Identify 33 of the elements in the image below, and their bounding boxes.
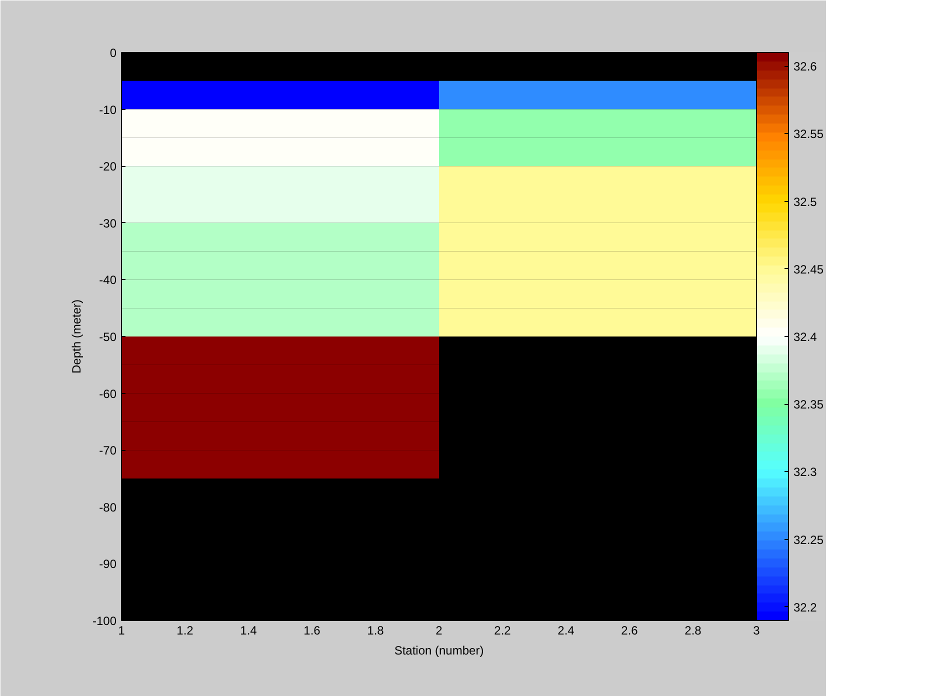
- x-tick-label: 3: [753, 624, 760, 638]
- color-bar-label: 32.55: [794, 127, 824, 142]
- x-tick-label: 1.8: [367, 624, 384, 638]
- x-axis-title: Station (number): [394, 644, 484, 658]
- color-bar-label: 32.3: [794, 465, 818, 480]
- color-bar-label: 32.5: [794, 194, 818, 209]
- y-tick-label: -100: [92, 614, 117, 628]
- x-tick-label: 2: [436, 624, 443, 638]
- color-bar-label: 32.45: [794, 262, 824, 276]
- x-tick-label: 2.6: [621, 624, 638, 638]
- x-tick-label: 1: [118, 624, 126, 638]
- y-tick-label: -90: [99, 557, 117, 572]
- color-bar-label: 32.25: [794, 532, 824, 547]
- y-tick-label: -30: [99, 216, 117, 230]
- x-tick-label: 2.4: [558, 624, 575, 638]
- y-axis-title: Depth (meter): [69, 299, 84, 374]
- x-tick-label: 1.6: [304, 624, 321, 638]
- y-tick-label: -70: [99, 444, 117, 458]
- y-tick-label: 0: [110, 46, 117, 60]
- x-tick-label: 1.2: [176, 624, 194, 638]
- y-tick-label: -80: [99, 500, 117, 514]
- color-bar-label: 32.35: [794, 398, 824, 412]
- color-bar-label: 32.2: [794, 600, 818, 614]
- y-tick-label: -10: [99, 102, 117, 117]
- y-tick-label: -60: [99, 386, 117, 401]
- x-tick-label: 2.8: [684, 624, 702, 638]
- y-tick-label: -20: [99, 160, 117, 174]
- y-tick-label: -50: [99, 330, 117, 344]
- color-bar-label: 32.6: [794, 60, 818, 74]
- x-tick-label: 1.4: [240, 624, 258, 638]
- color-bar-label: 32.4: [794, 330, 818, 344]
- x-tick-label: 2.2: [494, 624, 512, 638]
- y-tick-label: -40: [99, 273, 117, 288]
